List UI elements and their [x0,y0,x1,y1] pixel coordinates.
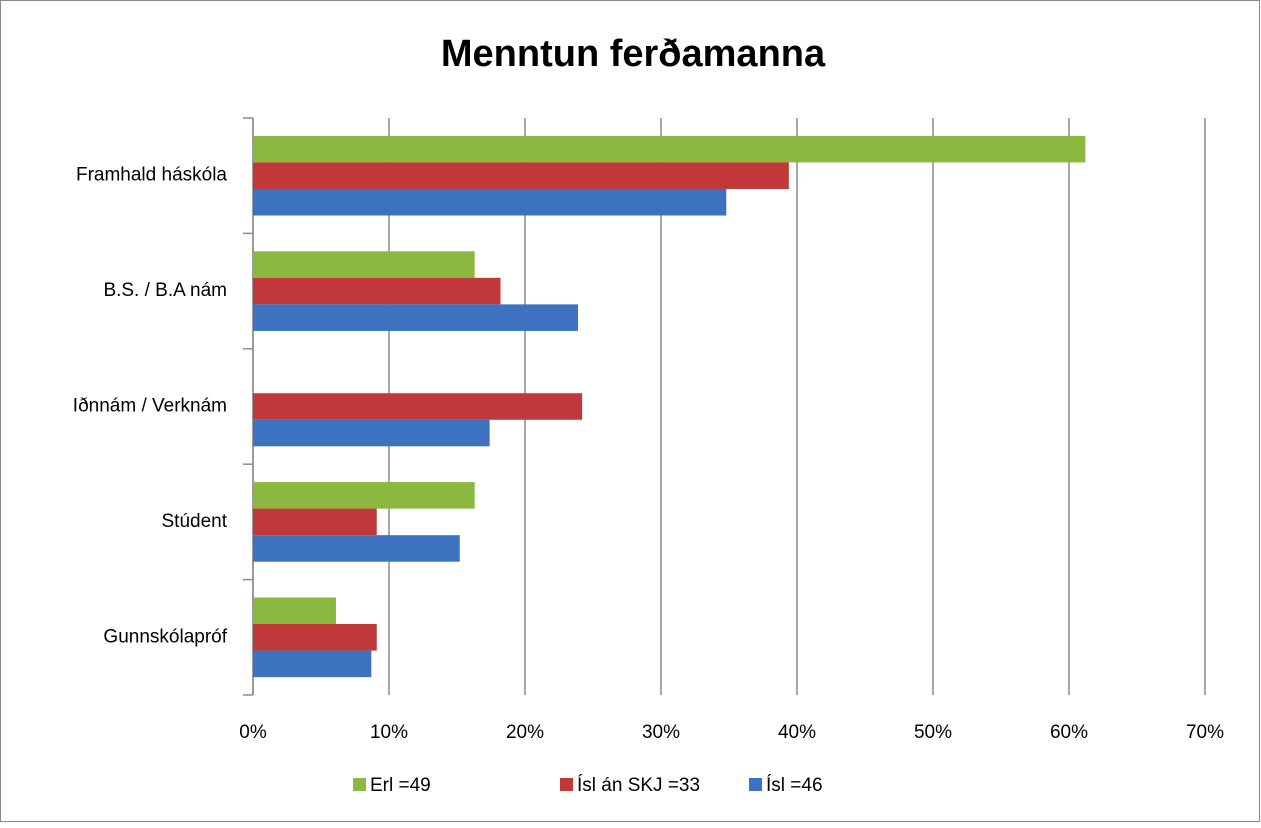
bar [253,624,377,651]
x-tick-label: 30% [642,722,680,743]
bar [253,304,579,331]
x-tick-label: 20% [506,722,544,743]
legend-swatch [560,778,573,791]
x-tick-label: 60% [1050,722,1088,743]
y-tick-label: Stúdent [162,511,228,532]
bar [253,188,727,216]
y-tick-label: B.S. / B.A nám [103,280,227,301]
x-tick-label: 10% [370,722,408,743]
x-tick-label: 70% [1186,722,1224,743]
bar [253,419,490,447]
x-tick-label: 50% [914,722,952,743]
bar [253,277,501,305]
legend-label: Ísl án SKJ =33 [577,775,700,796]
bar [253,135,1086,163]
chart-title: Menntun ferðamanna [441,33,826,75]
legend-label: Ísl =46 [766,775,823,796]
y-tick-label: Iðnnám / Verknám [73,396,227,417]
legend-swatch [749,778,762,791]
x-tick-label: 40% [778,722,816,743]
bar [253,393,583,420]
legend-label: Erl =49 [370,775,431,796]
legend-swatch [353,778,366,791]
bar [253,650,372,678]
bar [253,482,475,509]
bar [253,162,789,189]
bar [253,535,460,562]
bar [253,597,336,625]
x-tick-label: 0% [239,722,267,743]
bar [253,251,475,278]
y-tick-label: Gunnskólapróf [103,626,227,647]
bar [253,508,377,536]
y-tick-label: Framhald háskóla [76,165,227,186]
